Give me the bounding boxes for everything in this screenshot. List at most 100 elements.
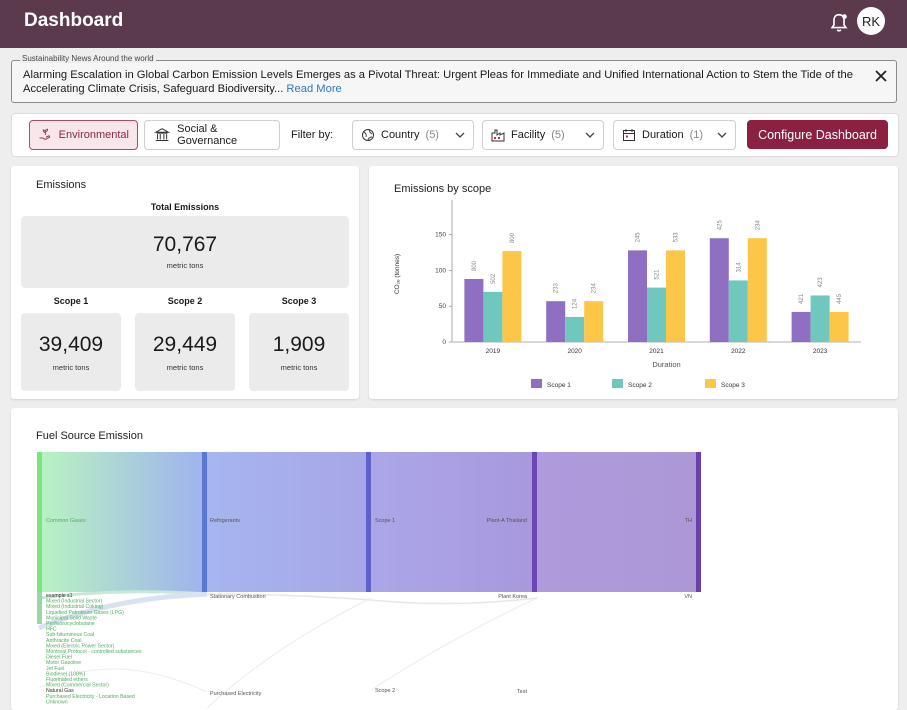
flow-link [206,597,372,709]
bar-scope1-2022[interactable] [709,238,729,342]
read-more-link[interactable]: Read More [286,83,342,95]
bar-scope3-2021[interactable] [666,250,685,342]
source-list-item: Liquefied Petroleum Gases (LPG) [46,610,124,616]
globe-icon [362,129,374,141]
node-label-th: TH [685,518,692,524]
bar-data-label: 533 [674,232,680,243]
node-label-purchased-electricity: Purchased Electricity [210,691,262,697]
bar-scope3-2019[interactable] [502,251,522,342]
legend-label: Scope 3 [721,382,745,389]
tab-environmental[interactable]: Environmental [29,120,138,150]
y-tick-label: 50 [439,303,447,310]
node-common-gases[interactable] [37,452,42,592]
bar-data-label: 502 [491,273,497,284]
bar-scope3-2022[interactable] [747,238,767,342]
facility-select[interactable]: Facility (5) [482,120,604,150]
bar-scope2-2022[interactable] [728,280,748,342]
configure-dashboard-button[interactable]: Configure Dashboard [747,120,888,149]
source-list-item: Diesel Fuel [46,655,72,661]
bar-scope2-2021[interactable] [647,287,666,342]
close-icon[interactable] [875,70,887,82]
filter-bar: Environmental Social & Governance Filter… [11,113,899,157]
source-list-item: Fluorinated ethers [46,677,88,683]
top-bar: Dashboard RK [0,0,907,48]
bar-scope3-2020[interactable] [584,301,604,342]
scope1-unit: metric tons [52,363,90,372]
node-plant-thailand[interactable] [532,452,537,592]
bar-data-label: 800 [510,232,516,243]
source-list-item: Anthracite Coal [46,638,81,644]
notification-bell-icon[interactable] [828,12,850,34]
flow-link [38,668,208,693]
calendar-icon [623,129,635,141]
x-tick-label: 2023 [813,348,828,355]
emissions-title: Emissions [36,179,87,191]
scope1-label: Scope 1 [53,296,89,306]
chart-bars: 800 502 800 233 124 234 245 521 533 425 314 234 421 4… [464,220,849,342]
legend-swatch[interactable] [612,379,623,388]
scope3-value: 1,909 [272,333,326,356]
legend-label: Scope 2 [628,382,652,389]
fuel-title: Fuel Source Emission [36,430,143,442]
emissions-by-scope-chart: Emissions by scope 0 50 100 150 CO₂ₑ (tonnes… [394,183,861,389]
source-list-item: Mixed (Electric Power Sector) [46,643,115,649]
chart-legend: Scope 1 Scope 2 Scope 3 [531,379,745,389]
x-tick-label: 2021 [649,348,664,355]
source-list-item: Unknown [46,699,68,705]
bar-data-label: 521 [655,269,661,280]
node-scope1[interactable] [366,452,371,592]
scope1-box: 39,409 metric tons [21,313,121,391]
source-list-item: Mixed (Industrial Sector) [46,599,102,605]
scope2-label: Scope 2 [167,296,203,306]
source-list-item: Purchased Electricity - Location Based [46,694,135,700]
emissions-by-scope-card: Emissions by scope 0 50 100 150 CO₂ₑ (tonnes… [369,166,898,399]
bar-data-label: 800 [472,260,478,271]
node-label-vn: VN [684,594,692,600]
source-list-item: example s1 [46,593,73,599]
flow-scope1 [371,452,533,592]
bar-scope1-2019[interactable] [464,279,484,342]
bar-data-label: 314 [736,262,742,273]
fuel-source-sankey: Fuel Source Emission Common Gases Refrig… [36,430,701,709]
x-tick-label: 2020 [567,348,582,355]
tab-social-governance[interactable]: Social & Governance [144,120,280,150]
scope3-unit: metric tons [280,363,318,372]
duration-select[interactable]: Duration (1) [613,120,736,150]
chart-title: Emissions by scope [394,183,491,195]
node-label-scope1: Scope 1 [375,518,395,524]
node-label-scope2: Scope 2 [375,688,395,694]
source-list-item: Biodiesel (100%) [46,671,85,677]
bar-scope2-2019[interactable] [483,291,503,342]
user-avatar[interactable]: RK [857,7,885,35]
bar-scope1-2023[interactable] [791,311,811,342]
y-tick-label: 150 [435,232,446,239]
node-refrigerants[interactable] [202,452,207,592]
flow-refrigerants [207,452,367,592]
node-sources[interactable] [37,592,42,624]
legend-swatch[interactable] [531,379,542,388]
bar-scope2-2020[interactable] [565,316,585,342]
total-emissions-value: 70,767 [152,233,218,256]
filter-by-label: Filter by: [291,129,334,141]
bar-data-label: 421 [799,293,805,304]
node-th[interactable] [696,452,701,592]
duration-label: Duration [642,129,684,141]
node-label-stationary-combustion: Stationary Combustion [210,594,266,600]
tab-environmental-label: Environmental [58,129,129,141]
y-tick-label: 100 [435,267,446,274]
flow-link [206,593,538,605]
bar-scope3-2023[interactable] [829,311,849,342]
facility-count: (5) [551,129,565,141]
bar-scope2-2023[interactable] [810,295,830,342]
bar-scope1-2020[interactable] [546,301,566,342]
x-axis-label: Duration [652,360,680,369]
bar-scope1-2021[interactable] [628,250,647,342]
source-list-item: Sub-bituminous Coal [46,632,94,638]
bar-data-label: 124 [573,298,579,309]
legend-swatch[interactable] [705,379,716,388]
node-label-refrigerants: Refrigerants [210,518,240,524]
country-select[interactable]: Country (5) [352,120,474,150]
x-tick-label: 2019 [486,348,501,355]
hand-plant-icon [39,128,51,140]
bar-data-label: 425 [717,220,723,231]
